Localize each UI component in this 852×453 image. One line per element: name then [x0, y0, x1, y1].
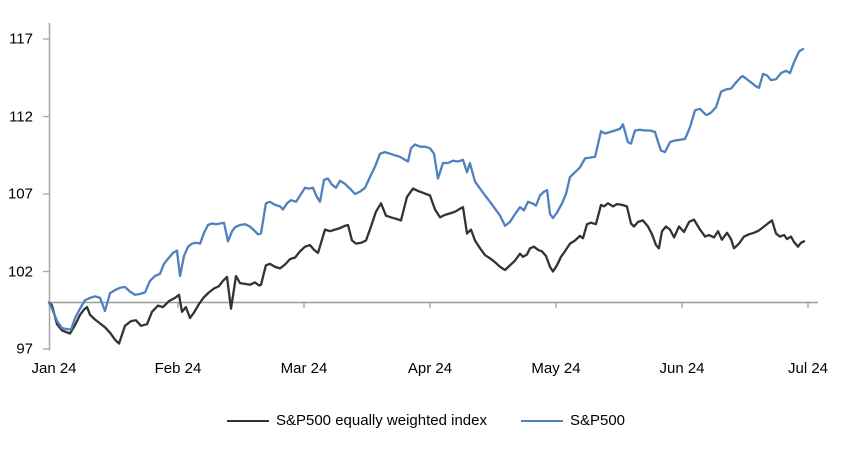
x-axis-tick-label: May 24	[531, 360, 581, 377]
x-axis-tick-label: Mar 24	[280, 360, 328, 377]
legend: S&P500 equally weighted index S&P500	[0, 412, 852, 429]
y-axis-tick-label: 112	[9, 108, 33, 125]
x-axis-tick-label: Jan 24	[31, 360, 77, 377]
x-axis-tick-label: Jul 24	[787, 360, 829, 377]
legend-item-sp500: S&P500	[520, 412, 626, 429]
x-axis-tick-label: Feb 24	[154, 360, 202, 377]
y-axis-tick-label: 117	[9, 30, 33, 48]
sp500-legend-label: S&P500	[569, 412, 626, 429]
y-axis-tick-label: 107	[7, 185, 33, 203]
y-axis-tick-label: 97	[16, 340, 33, 358]
x-axis-tick-label: Apr 24	[407, 360, 453, 377]
equal-weight-legend-line-icon	[226, 419, 269, 422]
equal-weight-legend-label: S&P500 equally weighted index	[275, 412, 487, 429]
x-axis-tick-label: Jun 24	[659, 360, 705, 377]
y-axis-tick-label: 102	[7, 263, 33, 280]
legend-item-equal-weight: S&P500 equally weighted index	[226, 412, 487, 429]
sp500-legend-line-icon	[520, 419, 563, 422]
